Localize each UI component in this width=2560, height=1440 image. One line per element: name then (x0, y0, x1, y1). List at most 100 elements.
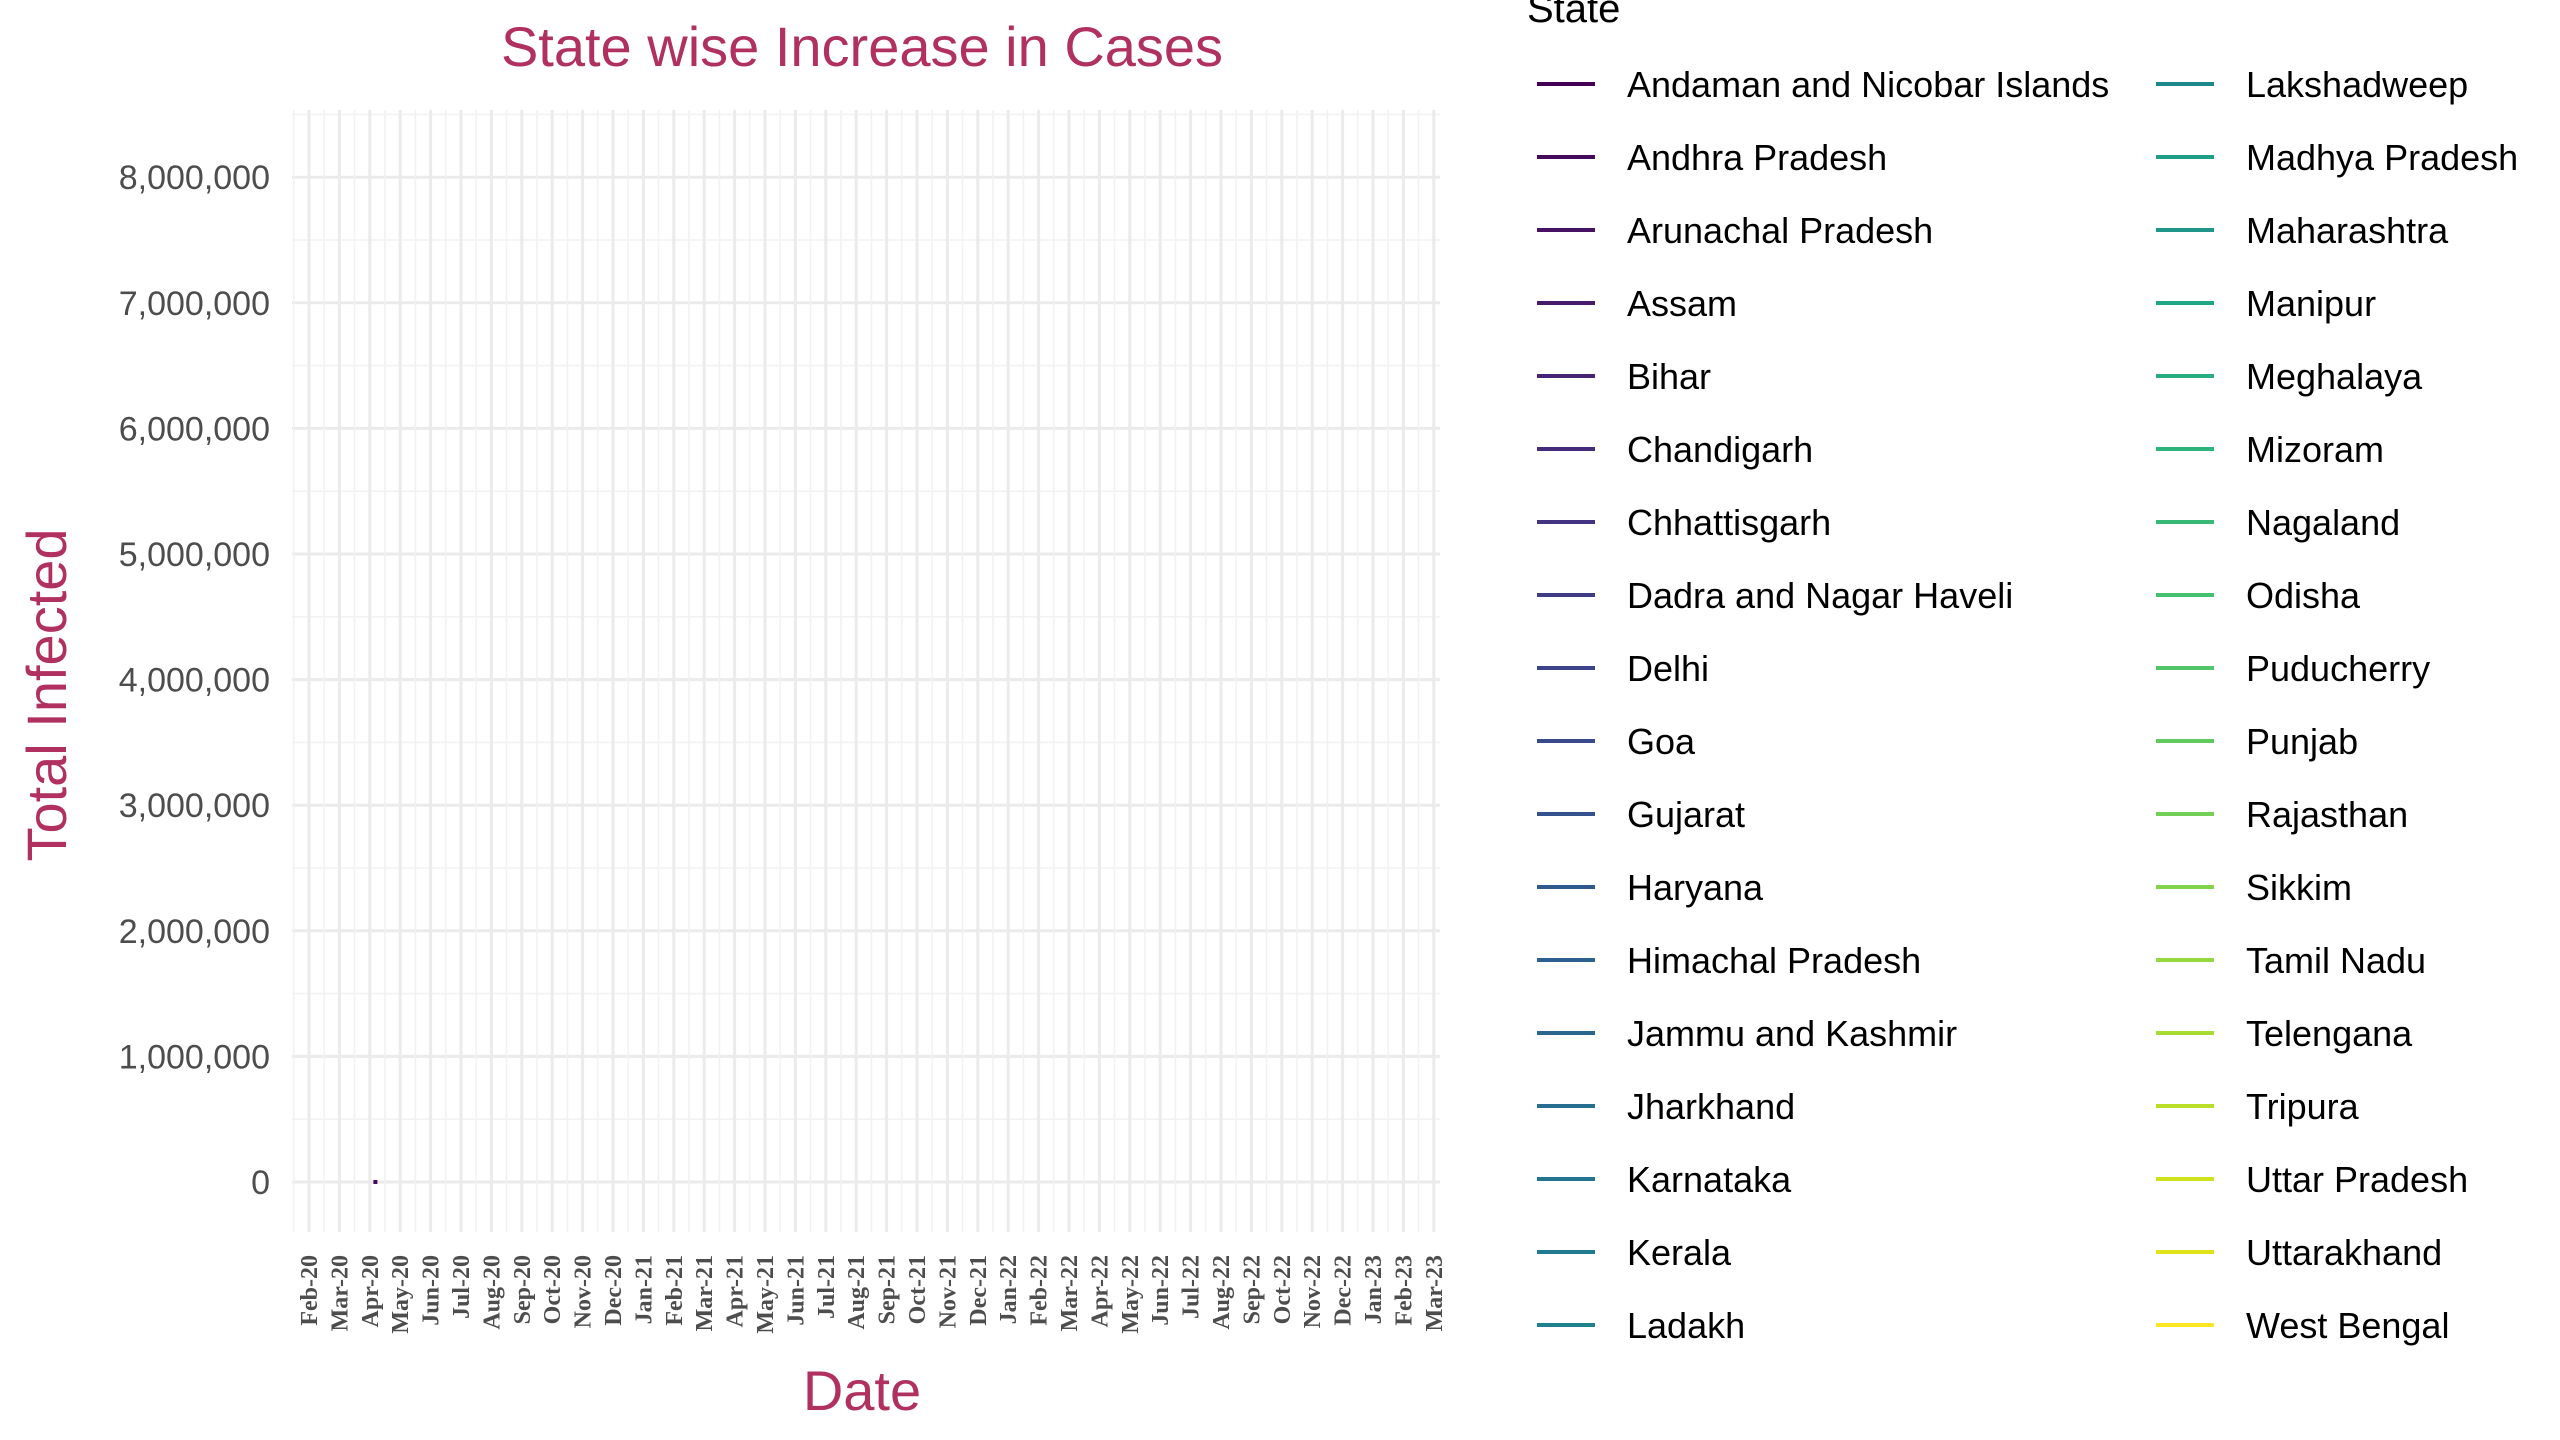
x-tick-label: Apr-22 (1087, 1255, 1113, 1327)
x-tick-label: Jan-22 (996, 1255, 1022, 1324)
legend-label: Lakshadweep (2246, 64, 2468, 105)
x-tick-label: Jul-22 (1179, 1255, 1205, 1319)
legend-entry: Jharkhand (1537, 1086, 1795, 1127)
x-tick-label: Nov-21 (935, 1255, 961, 1328)
y-tick-label: 4,000,000 (119, 662, 270, 700)
y-tick-label: 0 (251, 1164, 270, 1202)
legend-entry: Chhattisgarh (1537, 502, 1831, 543)
x-tick-label: Oct-22 (1270, 1255, 1296, 1324)
x-tick-label: Jun-21 (783, 1255, 809, 1326)
legend-entry: Bihar (1537, 356, 1711, 397)
x-tick-label: Sep-21 (875, 1255, 901, 1324)
legend-entry: Madhya Pradesh (2156, 137, 2518, 178)
legend-label: Odisha (2246, 575, 2361, 616)
x-axis-ticks: Feb-20 Mar-20 Apr-20 May-20 Jun-20 Jul-20 Aug-… (297, 1255, 1448, 1334)
legend-entry: Ladakh (1537, 1305, 1745, 1346)
legend-label: Uttarakhand (2246, 1232, 2442, 1273)
legend-label: Punjab (2246, 721, 2358, 762)
legend-label: Bihar (1627, 356, 1711, 397)
legend-label: Karnataka (1627, 1159, 1792, 1200)
x-tick-label: Nov-20 (571, 1255, 597, 1328)
legend-entry: Chandigarh (1537, 429, 1813, 470)
legend-label: Nagaland (2246, 502, 2400, 543)
legend-entry: Punjab (2156, 721, 2358, 762)
legend-label: West Bengal (2246, 1305, 2449, 1346)
legend-entry: Dadra and Nagar Haveli (1537, 575, 2013, 616)
chart-title: State wise Increase in Cases (501, 15, 1223, 78)
legend-label: Andaman and Nicobar Islands (1627, 64, 2109, 105)
legend-label: Manipur (2246, 283, 2376, 324)
legend-entry: Goa (1537, 721, 1696, 762)
x-tick-label: Sep-20 (510, 1255, 536, 1324)
x-tick-label: May-22 (1118, 1255, 1144, 1334)
y-axis-title: Total Infected (15, 528, 78, 861)
x-tick-label: Feb-21 (662, 1255, 688, 1326)
x-tick-label: Dec-21 (966, 1255, 992, 1326)
y-tick-label: 3,000,000 (119, 787, 270, 825)
legend-label: Telengana (2246, 1013, 2413, 1054)
legend-entry: Himachal Pradesh (1537, 940, 1921, 981)
legend-entry: Gujarat (1537, 794, 1745, 835)
x-tick-label: Mar-22 (1057, 1255, 1083, 1331)
y-tick-label: 2,000,000 (119, 913, 270, 951)
x-tick-label: May-21 (753, 1255, 779, 1334)
legend-entry: Andaman and Nicobar Islands (1537, 64, 2109, 105)
legend-label: Assam (1627, 283, 1737, 324)
legend-label: Dadra and Nagar Haveli (1627, 575, 2013, 616)
gridlines (292, 110, 1440, 1232)
legend-label: Puducherry (2246, 648, 2430, 689)
legend-label: Delhi (1627, 648, 1709, 689)
x-tick-label: Feb-20 (297, 1255, 323, 1326)
x-tick-label: Jun-20 (419, 1255, 445, 1326)
x-tick-label: Oct-20 (540, 1255, 566, 1324)
y-tick-label: 1,000,000 (119, 1038, 270, 1076)
x-axis-title: Date (803, 1359, 921, 1422)
legend-entry: Telengana (2156, 1013, 2413, 1054)
x-tick-label: Feb-23 (1391, 1255, 1417, 1326)
legend-label: Arunachal Pradesh (1627, 210, 1933, 251)
legend-label: Himachal Pradesh (1627, 940, 1921, 981)
legend-label: Jammu and Kashmir (1627, 1013, 1957, 1054)
x-tick-label: Aug-20 (479, 1255, 505, 1330)
x-tick-label: Jan-23 (1361, 1255, 1387, 1324)
y-tick-label: 7,000,000 (119, 285, 270, 323)
legend-label: Sikkim (2246, 867, 2352, 908)
legend-label: Jharkhand (1627, 1086, 1795, 1127)
legend-label: Haryana (1627, 867, 1764, 908)
x-tick-label: Feb-22 (1027, 1255, 1053, 1326)
legend-entry: Nagaland (2156, 502, 2400, 543)
legend-entry: Tamil Nadu (2156, 940, 2426, 981)
legend-entry: Meghalaya (2156, 356, 2423, 397)
legend-entry: Uttar Pradesh (2156, 1159, 2468, 1200)
legend-label: Meghalaya (2246, 356, 2423, 397)
legend-label: Tamil Nadu (2246, 940, 2426, 981)
legend-label: Maharashtra (2246, 210, 2449, 251)
legend-label: Gujarat (1627, 794, 1745, 835)
legend-entry: Rajasthan (2156, 794, 2408, 835)
x-tick-label: Nov-22 (1300, 1255, 1326, 1328)
legend-entry: West Bengal (2156, 1305, 2449, 1346)
legend-entry: Manipur (2156, 283, 2376, 324)
x-tick-label: Oct-21 (905, 1255, 931, 1324)
legend-entry: Uttarakhand (2156, 1232, 2442, 1273)
x-tick-label: Apr-20 (358, 1255, 384, 1327)
legend-entry: Andhra Pradesh (1537, 137, 1887, 178)
legend-entry: Sikkim (2156, 867, 2352, 908)
legend-entry: Maharashtra (2156, 210, 2449, 251)
legend-entry: Haryana (1537, 867, 1764, 908)
legend-entry: Jammu and Kashmir (1537, 1013, 1957, 1054)
x-tick-label: Dec-22 (1331, 1255, 1357, 1326)
x-tick-label: Aug-22 (1209, 1255, 1235, 1330)
legend-entry: Odisha (2156, 575, 2361, 616)
legend-entry: Tripura (2156, 1086, 2360, 1127)
legend-entry: Delhi (1537, 648, 1709, 689)
x-tick-label: Jul-20 (449, 1255, 475, 1319)
legend-entry: Lakshadweep (2156, 64, 2468, 105)
legend-entry: Kerala (1537, 1232, 1732, 1273)
legend-label: Andhra Pradesh (1627, 137, 1887, 178)
legend-title: State (1527, 0, 1620, 31)
x-tick-label: Mar-21 (692, 1255, 718, 1331)
legend-entry: Arunachal Pradesh (1537, 210, 1933, 251)
legend-entry: Karnataka (1537, 1159, 1792, 1200)
legend-label: Mizoram (2246, 429, 2384, 470)
